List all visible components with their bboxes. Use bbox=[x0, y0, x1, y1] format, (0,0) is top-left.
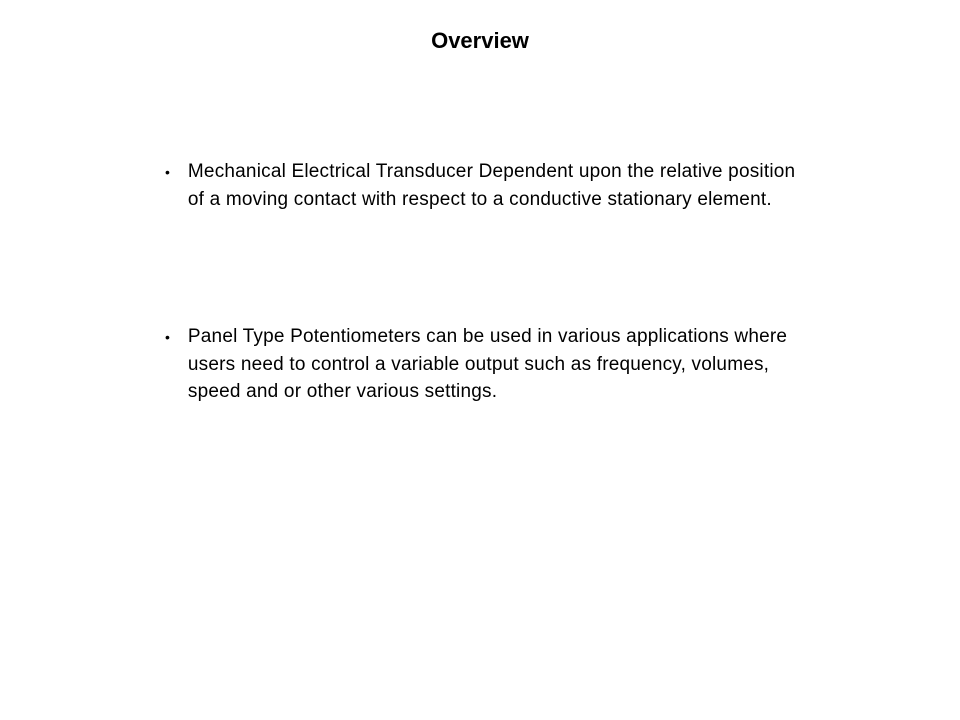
bullet-marker-icon: • bbox=[165, 158, 170, 186]
bullet-item: • Mechanical Electrical Transducer Depen… bbox=[165, 158, 805, 213]
bullet-text: Mechanical Electrical Transducer Depende… bbox=[188, 158, 805, 213]
bullet-item: • Panel Type Potentiometers can be used … bbox=[165, 323, 805, 406]
slide-title: Overview bbox=[0, 0, 960, 54]
content-area: • Mechanical Electrical Transducer Depen… bbox=[165, 158, 805, 516]
bullet-marker-icon: • bbox=[165, 323, 170, 351]
bullet-text: Panel Type Potentiometers can be used in… bbox=[188, 323, 805, 406]
